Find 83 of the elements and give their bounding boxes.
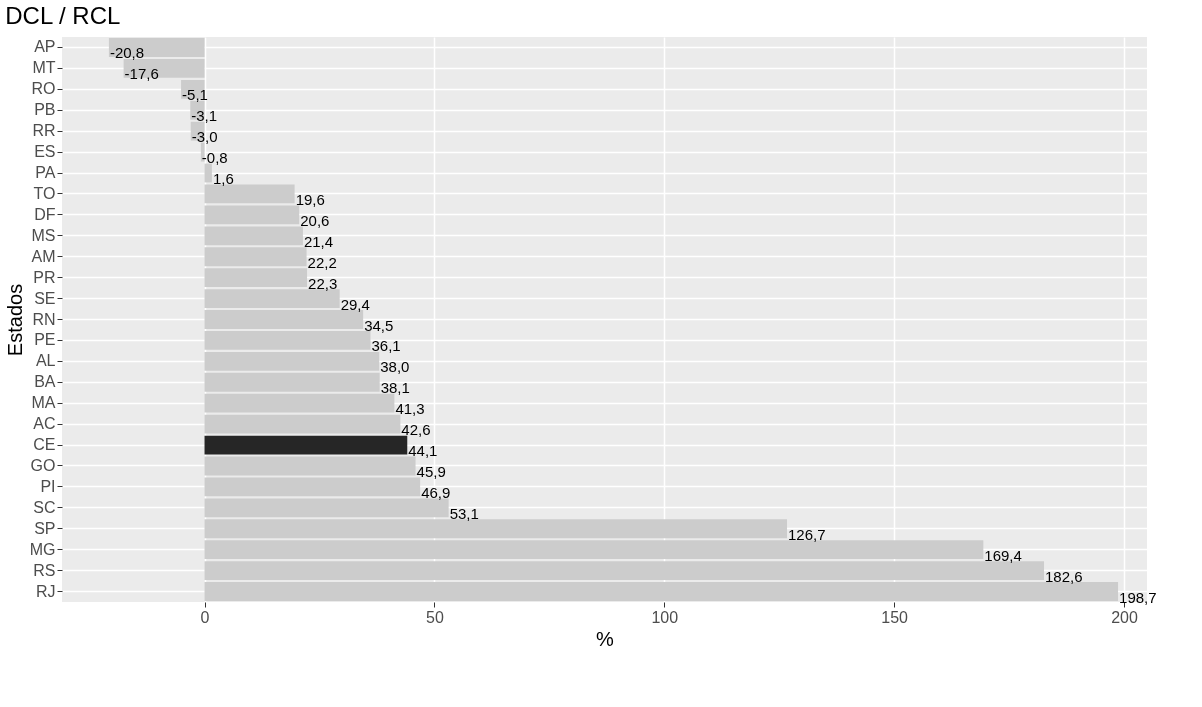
bar: [204, 205, 300, 225]
data-label: 126,7: [788, 525, 826, 543]
data-label: 20,6: [300, 211, 330, 229]
bar: [204, 456, 416, 476]
data-label: 198,7: [1119, 588, 1157, 606]
y-tick-label: DF: [34, 205, 56, 223]
y-tick-label: CE: [33, 436, 56, 454]
bar: [204, 414, 401, 434]
y-tick-label: AM: [31, 247, 56, 265]
y-tick-label: RR: [32, 122, 56, 140]
bar: [204, 268, 308, 288]
y-tick-label: MT: [32, 59, 56, 77]
data-label: 41,3: [395, 400, 425, 418]
data-label: -17,6: [124, 65, 159, 83]
data-label: -3,0: [191, 128, 218, 146]
y-tick-label: AP: [34, 38, 56, 56]
y-tick-label: TO: [33, 184, 56, 202]
data-label: 34,5: [364, 316, 394, 334]
x-tick-label: 150: [881, 608, 909, 626]
y-tick-label: SP: [34, 519, 56, 537]
data-label: 38,1: [380, 379, 410, 397]
y-tick-label: RS: [33, 561, 56, 579]
data-label: 22,2: [307, 253, 337, 271]
y-tick-label: MG: [29, 540, 56, 558]
data-label: 42,6: [401, 421, 431, 439]
data-label: 36,1: [371, 337, 401, 355]
x-tick-label: 50: [426, 608, 444, 626]
y-tick-label: SC: [33, 498, 56, 516]
chart-title: DCL / RCL: [5, 2, 121, 29]
data-label: 22,3: [308, 274, 338, 292]
y-tick-label: PA: [35, 164, 56, 182]
bar: [204, 331, 371, 350]
y-tick-label: MA: [31, 394, 56, 412]
y-axis-title: Estados: [3, 283, 26, 357]
bar: [204, 519, 788, 539]
y-tick-label: GO: [30, 456, 56, 474]
y-tick-label: RO: [31, 80, 56, 98]
data-label: -0,8: [201, 149, 228, 167]
bar: [204, 435, 408, 455]
x-axis-title: %: [596, 627, 615, 650]
bar: [204, 310, 364, 329]
y-tick-label: AL: [35, 352, 56, 370]
data-label: 29,4: [340, 295, 370, 313]
bar: [204, 163, 212, 183]
data-label: -3,1: [191, 107, 218, 125]
bar: [204, 561, 1045, 581]
y-tick-label: RJ: [35, 582, 56, 600]
bar: [204, 247, 307, 267]
bar: [204, 184, 295, 204]
data-label: 45,9: [416, 462, 446, 480]
y-tick-label: MS: [31, 226, 56, 244]
y-tick-label: SE: [34, 289, 56, 307]
y-tick-label: BA: [34, 373, 56, 391]
y-tick-label: PR: [33, 268, 56, 286]
bar: [204, 540, 984, 560]
data-label: 38,0: [380, 358, 410, 376]
data-label: 19,6: [295, 190, 325, 208]
y-tick-label: ES: [34, 143, 56, 161]
y-tick-label: PI: [40, 477, 56, 495]
y-tick-label: PB: [34, 101, 56, 119]
bar: [204, 477, 421, 497]
data-label: 1,6: [212, 170, 234, 188]
data-label: 169,4: [984, 546, 1022, 564]
data-label: 53,1: [449, 504, 479, 522]
bar: [204, 372, 380, 392]
data-label: 182,6: [1045, 567, 1083, 585]
bar: [204, 393, 395, 413]
x-tick-label: 100: [651, 608, 679, 626]
bar: [204, 289, 340, 308]
y-tick-label: PE: [34, 331, 56, 349]
bar: [204, 582, 1119, 601]
data-label: 46,9: [421, 483, 451, 501]
data-label: 21,4: [303, 232, 334, 250]
data-label: 44,1: [408, 442, 438, 460]
bar: [204, 351, 380, 371]
y-tick-label: AC: [33, 415, 56, 433]
x-tick-label: 200: [1111, 608, 1138, 626]
y-tick-label: RN: [32, 310, 56, 328]
bar: [204, 226, 303, 246]
data-label: -5,1: [182, 86, 208, 104]
data-label: -20,8: [109, 44, 145, 62]
x-tick-label: 0: [200, 608, 210, 626]
bar: [204, 498, 449, 518]
